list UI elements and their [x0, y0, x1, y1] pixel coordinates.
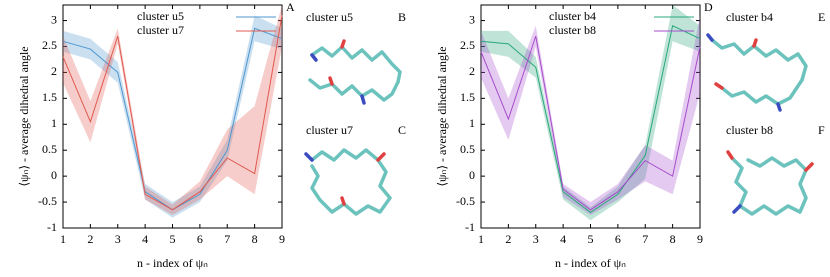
- band: [590, 183, 618, 216]
- y-tick-label: -1: [465, 220, 475, 234]
- x-tick-label: 1: [478, 232, 484, 246]
- structure-label: cluster u5: [306, 10, 353, 24]
- x-tick-label: 7: [224, 232, 230, 246]
- series-line: [480, 25, 701, 214]
- x-tick-label: 6: [197, 232, 203, 246]
- band: [508, 25, 536, 140]
- band: [254, 15, 282, 50]
- band: [481, 30, 509, 57]
- x-tick-label: 3: [115, 232, 121, 246]
- series-line: [480, 35, 701, 211]
- band: [227, 106, 255, 195]
- legend-label: cluster b8: [549, 23, 596, 37]
- panel-letter: D: [704, 0, 713, 14]
- y-tick-label: 3: [51, 12, 57, 26]
- band: [617, 145, 646, 200]
- band: [672, 15, 700, 195]
- structure-u7: [304, 148, 392, 216]
- panel-letter: E: [818, 10, 825, 24]
- legend-label: cluster u7: [137, 23, 184, 37]
- y-tick-label: 3: [469, 12, 475, 26]
- x-tick-label: 5: [170, 232, 176, 246]
- legend-label: cluster b4: [549, 9, 596, 23]
- y-tick-label: 1: [51, 116, 57, 130]
- x-tick-label: 6: [615, 232, 621, 246]
- y-axis-label: ⟨ψₙ⟩ - average dihedral angle: [435, 46, 449, 186]
- y-axis-label: ⟨ψₙ⟩ - average dihedral angle: [17, 46, 31, 186]
- x-tick-label: 9: [697, 232, 703, 246]
- structure-b4: [706, 33, 808, 112]
- x-tick-label: 3: [533, 232, 539, 246]
- y-tick-label: 2: [469, 64, 475, 78]
- x-tick-label: 2: [87, 232, 93, 246]
- panel-letter: B: [398, 10, 406, 24]
- y-tick-label: 0: [51, 168, 57, 182]
- band: [199, 139, 228, 203]
- structure-label: cluster u7: [306, 123, 353, 137]
- y-tick-label: 1.5: [460, 90, 475, 104]
- band: [617, 145, 646, 203]
- x-tick-label: 9: [279, 232, 285, 246]
- x-tick-label: 1: [60, 232, 66, 246]
- y-tick-label: 2.5: [42, 38, 57, 52]
- series-line: [62, 15, 283, 211]
- y-tick-label: 0: [469, 168, 475, 182]
- x-axis-label: n - index of ψₙ: [555, 256, 626, 270]
- legend-label: cluster u5: [137, 9, 184, 23]
- y-tick-label: -0.5: [456, 194, 475, 208]
- structure-u5: [308, 39, 402, 105]
- panel-letter: A: [286, 0, 295, 14]
- y-tick-label: -1: [47, 220, 57, 234]
- y-tick-label: 2: [51, 64, 57, 78]
- panel-letter: F: [818, 123, 825, 137]
- band: [563, 186, 591, 221]
- structure-label: cluster b8: [726, 123, 773, 137]
- x-tick-label: 8: [670, 232, 676, 246]
- band: [199, 129, 228, 200]
- y-tick-label: 1: [469, 116, 475, 130]
- structure-b8: [726, 150, 814, 216]
- x-tick-label: 4: [560, 232, 566, 246]
- y-tick-label: 2.5: [460, 38, 475, 52]
- y-tick-label: 0.5: [42, 142, 57, 156]
- x-tick-label: 8: [252, 232, 258, 246]
- y-tick-label: 1.5: [42, 90, 57, 104]
- band: [508, 30, 536, 78]
- panel-letter: C: [398, 123, 406, 137]
- band: [172, 181, 200, 216]
- x-tick-label: 7: [642, 232, 648, 246]
- structure-label: cluster b4: [726, 10, 773, 24]
- x-tick-label: 4: [142, 232, 148, 246]
- x-tick-label: 2: [505, 232, 511, 246]
- band: [645, 145, 673, 195]
- x-axis-label: n - index of ψₙ: [137, 256, 208, 270]
- y-tick-label: 0.5: [460, 142, 475, 156]
- x-tick-label: 5: [588, 232, 594, 246]
- y-tick-label: -0.5: [38, 194, 57, 208]
